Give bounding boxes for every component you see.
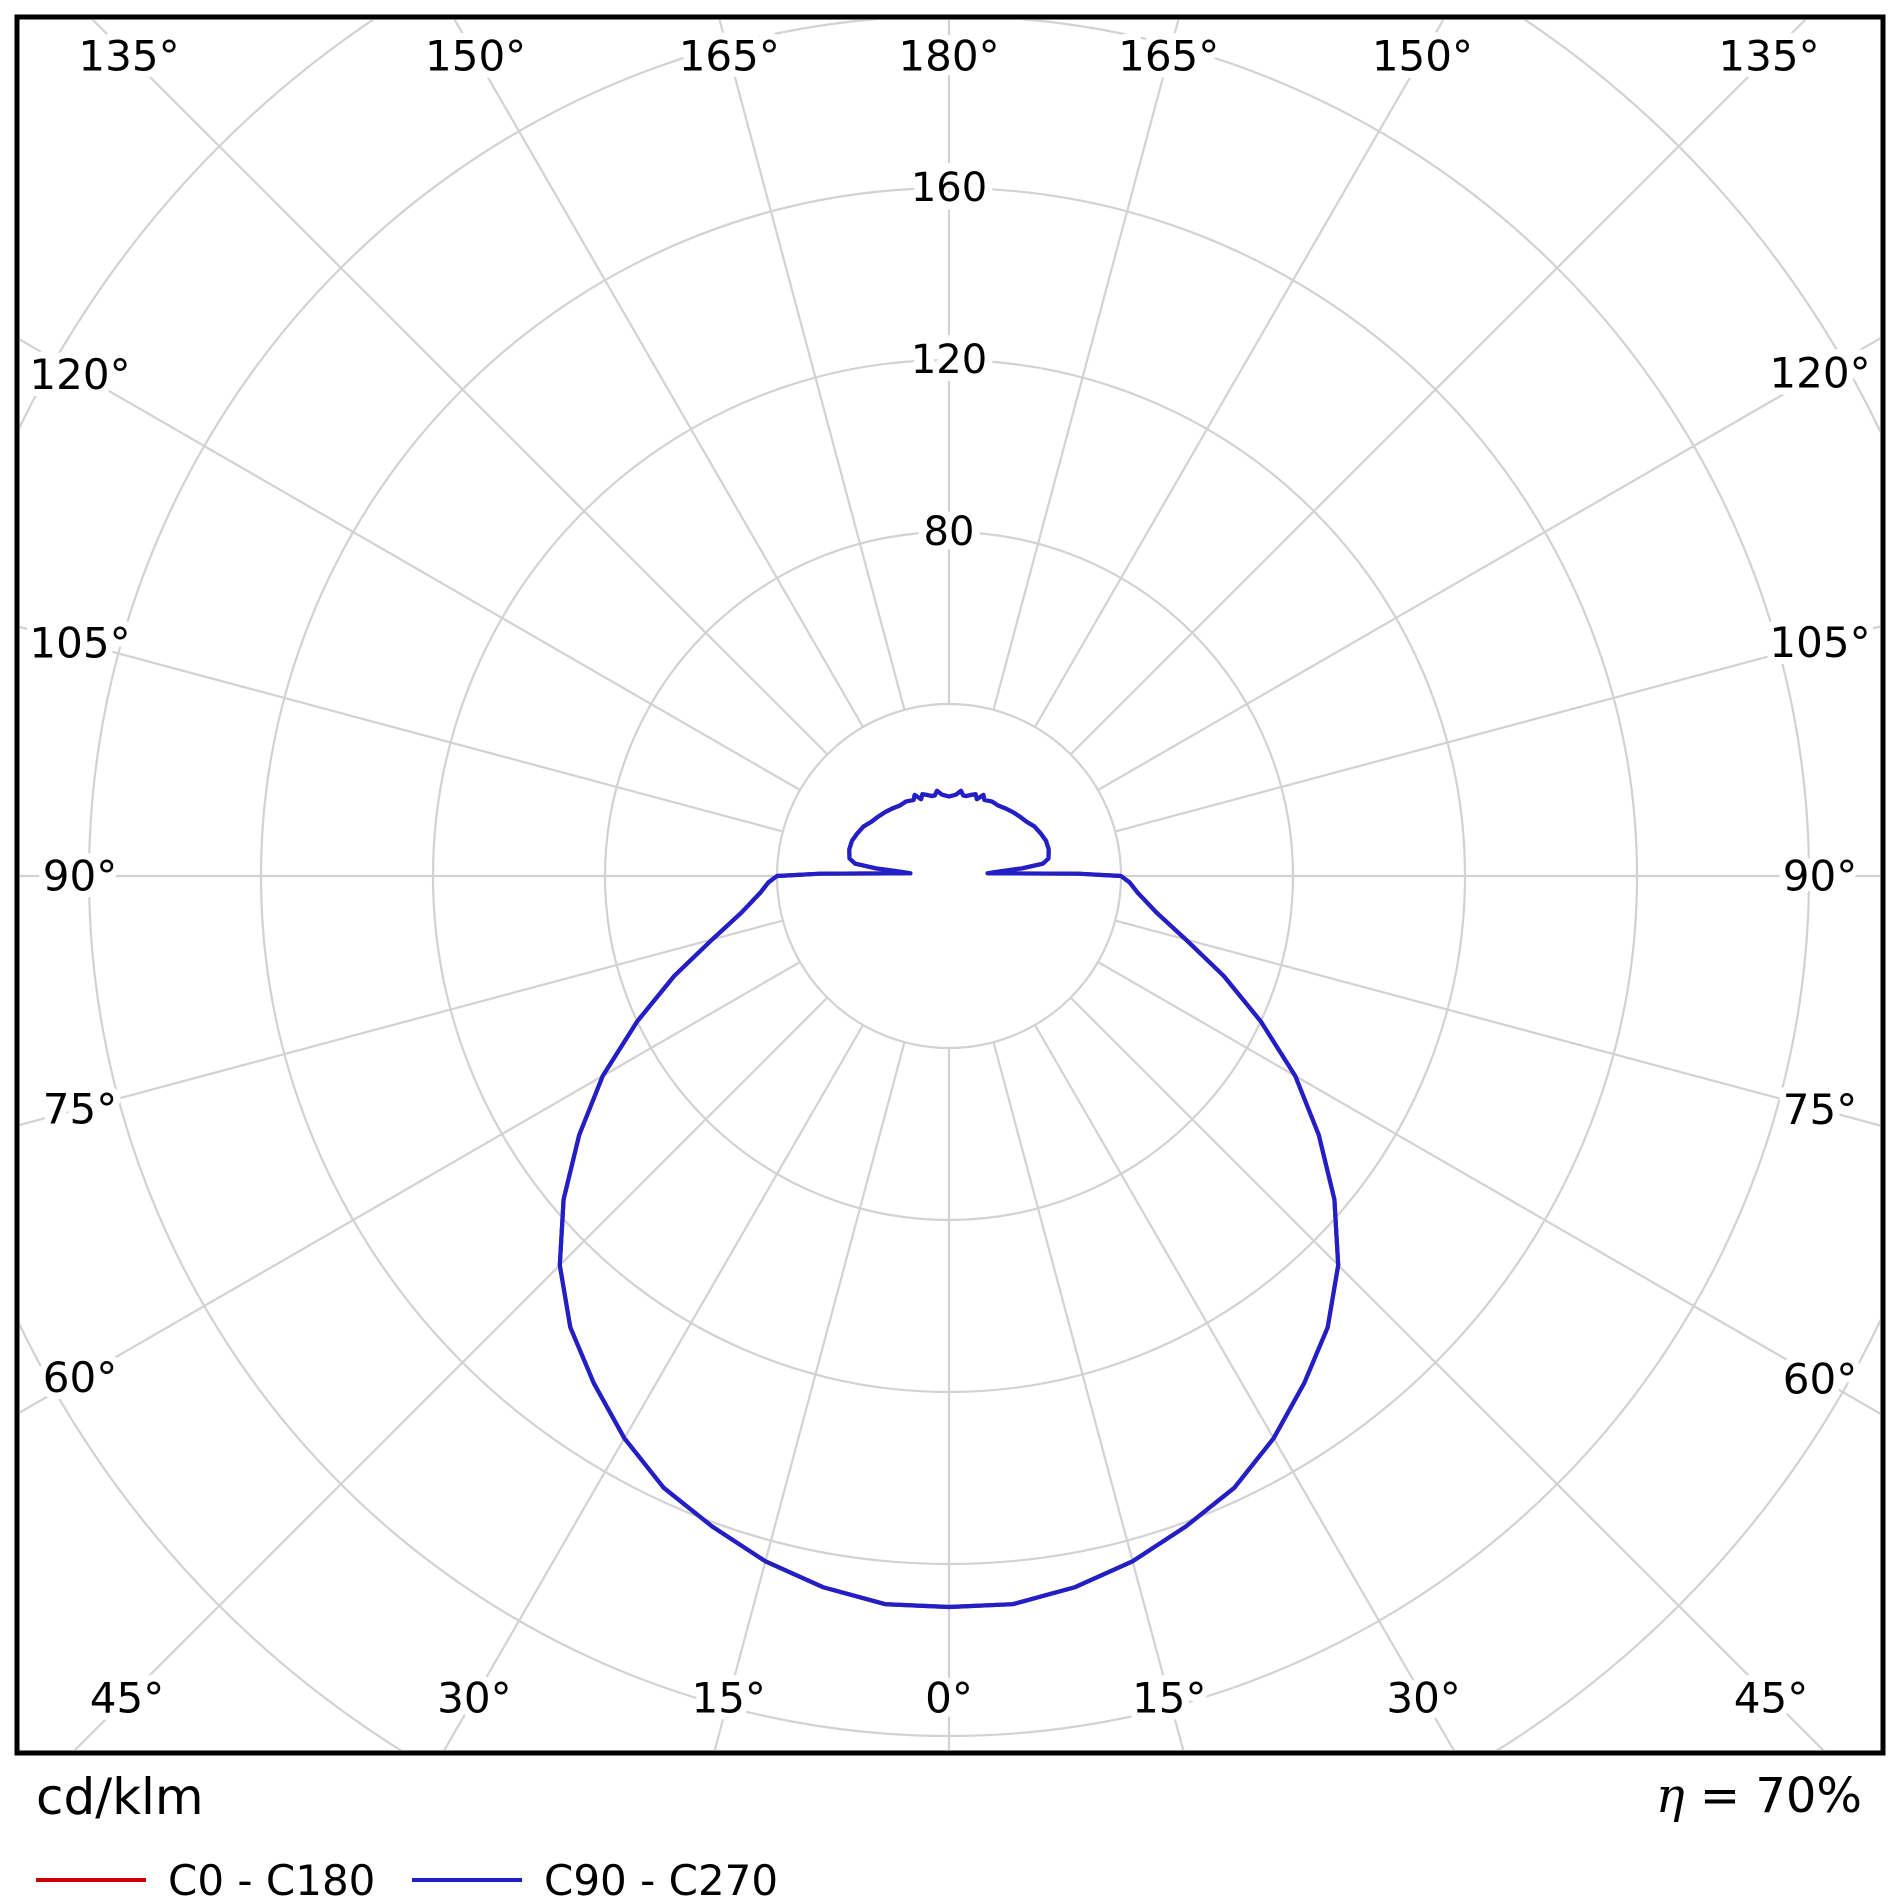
series-curve-c90-c270 bbox=[557, 788, 1341, 1610]
angle-label: 135° bbox=[1718, 32, 1819, 81]
angle-label: 15° bbox=[691, 1674, 765, 1723]
series-group bbox=[557, 788, 1341, 1610]
angle-label: 90° bbox=[43, 852, 117, 901]
angle-label: 180° bbox=[898, 32, 999, 81]
grid-spoke bbox=[1069, 996, 1825, 1750]
angle-label: 60° bbox=[1783, 1354, 1857, 1403]
polar-chart: 80 120 160 0° 15° 15° 30° 30° 45° 45° 60° 60° 75° 75°… bbox=[14, 14, 1886, 1756]
angle-label: 105° bbox=[1769, 618, 1870, 667]
efficiency-label: η = 70% bbox=[1656, 1768, 1862, 1824]
grid-spoke bbox=[453, 20, 864, 728]
legend-item-c0-c180: C0 - C180 bbox=[36, 1856, 375, 1900]
grid-spoke bbox=[1097, 337, 1880, 791]
legend-line-red-icon bbox=[36, 1878, 146, 1882]
angle-label: 45° bbox=[1734, 1674, 1808, 1723]
angle-label: 30° bbox=[437, 1674, 511, 1723]
angle-label: 135° bbox=[78, 32, 179, 81]
angle-label: 75° bbox=[43, 1084, 117, 1133]
grid-spoke bbox=[20, 961, 801, 1414]
units-label: cd/klm bbox=[36, 1768, 204, 1826]
angle-label: 105° bbox=[29, 619, 130, 668]
grid-spoke bbox=[20, 625, 784, 833]
angle-label: 15° bbox=[1132, 1674, 1206, 1723]
angle-label: 60° bbox=[43, 1353, 117, 1402]
angle-label: 45° bbox=[90, 1674, 164, 1723]
efficiency-value: = 70% bbox=[1684, 1768, 1862, 1824]
grid-spoke bbox=[73, 996, 829, 1750]
polar-grid bbox=[20, 20, 1880, 1750]
grid-spoke bbox=[1034, 1024, 1455, 1750]
legend-line-blue-icon bbox=[412, 1878, 522, 1882]
grid-spoke bbox=[1069, 20, 1807, 756]
angle-label: 150° bbox=[425, 32, 526, 81]
radial-tick-label: 160 bbox=[911, 165, 987, 211]
grid-spoke bbox=[1097, 961, 1880, 1415]
grid-spoke bbox=[992, 20, 1180, 711]
grid-spoke bbox=[992, 1041, 1185, 1750]
grid-spoke bbox=[443, 1024, 864, 1750]
radial-tick-label: 80 bbox=[924, 509, 975, 555]
angle-label: 0° bbox=[925, 1674, 973, 1723]
radial-tick-label: 120 bbox=[911, 337, 987, 383]
legend-item-c90-c270: C90 - C270 bbox=[412, 1856, 778, 1900]
grid-circle bbox=[775, 702, 1123, 1050]
angle-label: 150° bbox=[1372, 32, 1473, 81]
grid-spoke bbox=[1114, 625, 1880, 833]
plot-frame bbox=[14, 14, 1886, 1756]
legend-label-c0-c180: C0 - C180 bbox=[168, 1855, 376, 1900]
grid-spoke bbox=[20, 919, 784, 1127]
angle-label: 75° bbox=[1783, 1085, 1857, 1134]
angle-label: 90° bbox=[1783, 852, 1857, 901]
grid-spoke bbox=[91, 20, 829, 756]
eta-symbol: η bbox=[1655, 1768, 1685, 1824]
grid-spoke bbox=[20, 338, 801, 791]
angle-label: 120° bbox=[29, 350, 130, 399]
angle-label: 30° bbox=[1386, 1674, 1460, 1723]
grid-spoke bbox=[1034, 20, 1445, 728]
grid-spoke bbox=[1114, 919, 1880, 1127]
angle-label: 165° bbox=[1118, 32, 1219, 81]
grid-spoke bbox=[718, 20, 906, 711]
legend-label-c90-c270: C90 - C270 bbox=[544, 1855, 779, 1900]
angle-label: 165° bbox=[679, 32, 780, 81]
angle-label: 120° bbox=[1769, 349, 1870, 398]
grid-spoke bbox=[713, 1041, 906, 1750]
